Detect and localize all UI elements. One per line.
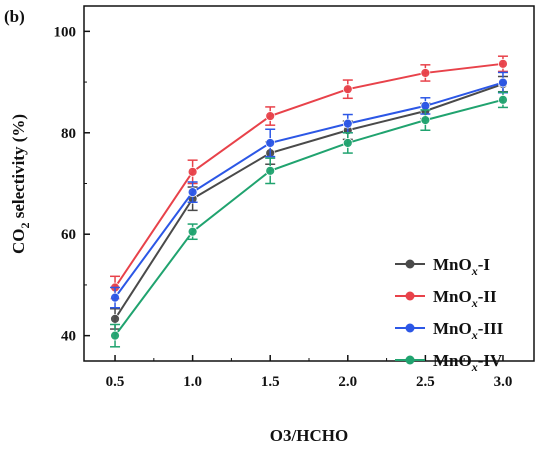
- legend-marker: [405, 323, 415, 333]
- data-point: [110, 330, 120, 341]
- legend-label-suffix: -III: [478, 319, 504, 338]
- legend-label-suffix: -IV: [478, 351, 503, 370]
- plot-frame: [83, 5, 535, 362]
- y-axis-title-main: CO: [9, 229, 28, 255]
- data-point: [187, 226, 198, 237]
- data-point: [342, 118, 353, 129]
- x-tick-label: 2.0: [338, 374, 357, 390]
- series-mnox-iii: [110, 71, 508, 309]
- data-point: [420, 115, 431, 126]
- legend-label-sub: x: [471, 264, 478, 278]
- legend-marker: [405, 291, 415, 301]
- legend-label-sub: x: [471, 296, 478, 310]
- x-axis-title: O3/HCHO: [270, 426, 348, 445]
- legend-label-suffix: -II: [478, 287, 497, 306]
- data-point: [342, 138, 353, 148]
- x-tick-label: 0.5: [106, 374, 125, 390]
- y-tick-label: 60: [61, 227, 76, 243]
- y-axis-title-rest: selectivity (%): [9, 114, 28, 223]
- series-mnox-ii: [110, 55, 508, 300]
- data-point: [265, 111, 276, 121]
- series-layer: [110, 55, 508, 348]
- data-point: [498, 58, 508, 69]
- data-point: [265, 138, 276, 148]
- x-tick-label: 1.5: [261, 374, 280, 390]
- y-tick-label: 40: [61, 329, 76, 345]
- data-point: [110, 292, 120, 303]
- data-point: [110, 314, 120, 324]
- series-line-mnox-i: [114, 83, 504, 320]
- y-axis-title: CO2 selectivity (%): [9, 114, 32, 254]
- data-point: [342, 84, 353, 95]
- data-point: [187, 166, 198, 177]
- legend-label: MnOx-III: [433, 319, 504, 342]
- y-tick-label: 100: [54, 24, 77, 40]
- legend-label-base: MnO: [433, 351, 472, 370]
- legend-label: MnOx-II: [433, 287, 497, 310]
- data-point: [420, 101, 431, 111]
- data-point: [420, 68, 431, 78]
- legend-label-suffix: -I: [478, 255, 491, 274]
- legend-marker: [405, 259, 415, 269]
- series-line-mnox-ii: [114, 62, 504, 289]
- legend-marker: [405, 355, 415, 365]
- series-line-mnox-iii: [114, 81, 504, 299]
- data-point: [187, 187, 198, 198]
- series-line-mnox-iv: [114, 98, 504, 337]
- legend-label-sub: x: [471, 328, 478, 342]
- x-axis-ticks: 0.5 1.0 1.5 2.0 2.5 3.0: [106, 355, 513, 390]
- y-axis-title-subscript: 2: [18, 223, 32, 229]
- x-tick-label: 1.0: [183, 374, 202, 390]
- x-tick-label: 2.5: [416, 374, 435, 390]
- legend-label-base: MnO: [433, 255, 472, 274]
- legend-label: MnOx-I: [433, 255, 490, 278]
- data-point: [265, 165, 276, 176]
- x-tick-label: 3.0: [494, 374, 513, 390]
- y-tick-label: 80: [61, 126, 76, 142]
- y-axis-ticks: 40 60 80 100: [54, 24, 90, 345]
- panel-label: (b): [4, 7, 25, 26]
- legend-label: MnOx-IV: [433, 351, 503, 374]
- data-point: [498, 77, 508, 88]
- legend-label-sub: x: [471, 360, 478, 374]
- series-mnox-iv: [110, 91, 508, 348]
- data-point: [498, 94, 508, 105]
- legend-label-base: MnO: [433, 287, 472, 306]
- legend-label-base: MnO: [433, 319, 472, 338]
